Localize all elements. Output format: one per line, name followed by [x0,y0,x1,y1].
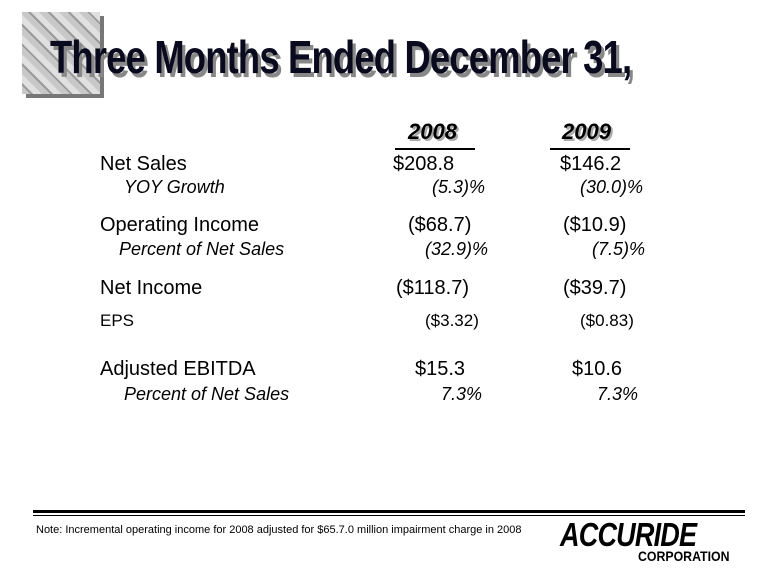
cell: 7.3% [597,384,639,404]
icon [22,12,100,94]
cell: ($10.9) [563,214,627,236]
cell: ($39.7) [563,277,627,299]
row-label: Net Income [100,277,203,299]
cell: $10.6 [572,358,623,380]
cell: ($0.83) [580,311,634,330]
cell: (32.9)% [425,239,489,259]
note: Note: Incremental operating income for 2… [36,524,522,536]
cell: 7.3% [441,384,483,404]
row-label: YOY Growth [124,177,225,197]
rule [33,510,745,513]
cell: (5.3)% [432,177,486,197]
underline [395,148,475,150]
row-label: Percent of Net Sales [119,239,285,259]
cell: (7.5)% [592,239,646,259]
logo: ACCURIDE [560,516,697,553]
cell: ($3.32) [425,311,479,330]
cell: (30.0)% [580,177,644,197]
underline [550,148,630,150]
column-header: 2009 [562,119,611,144]
row-label: Net Sales [100,153,187,175]
cell: $15.3 [415,358,466,380]
rule [33,515,745,516]
title: Three Months Ended December 31, [50,31,632,83]
row-label: Percent of Net Sales [124,384,290,404]
cell: $208.8 [393,153,455,175]
column-header: 2008 [408,119,457,144]
cell: ($68.7) [408,214,472,236]
row-label: Operating Income [100,214,259,236]
logo-sub: CORPORATION [638,548,730,564]
row-label: EPS [100,311,135,330]
row-label: Adjusted EBITDA [100,358,256,380]
cell: ($118.7) [396,277,470,299]
cell: $146.2 [560,153,622,175]
